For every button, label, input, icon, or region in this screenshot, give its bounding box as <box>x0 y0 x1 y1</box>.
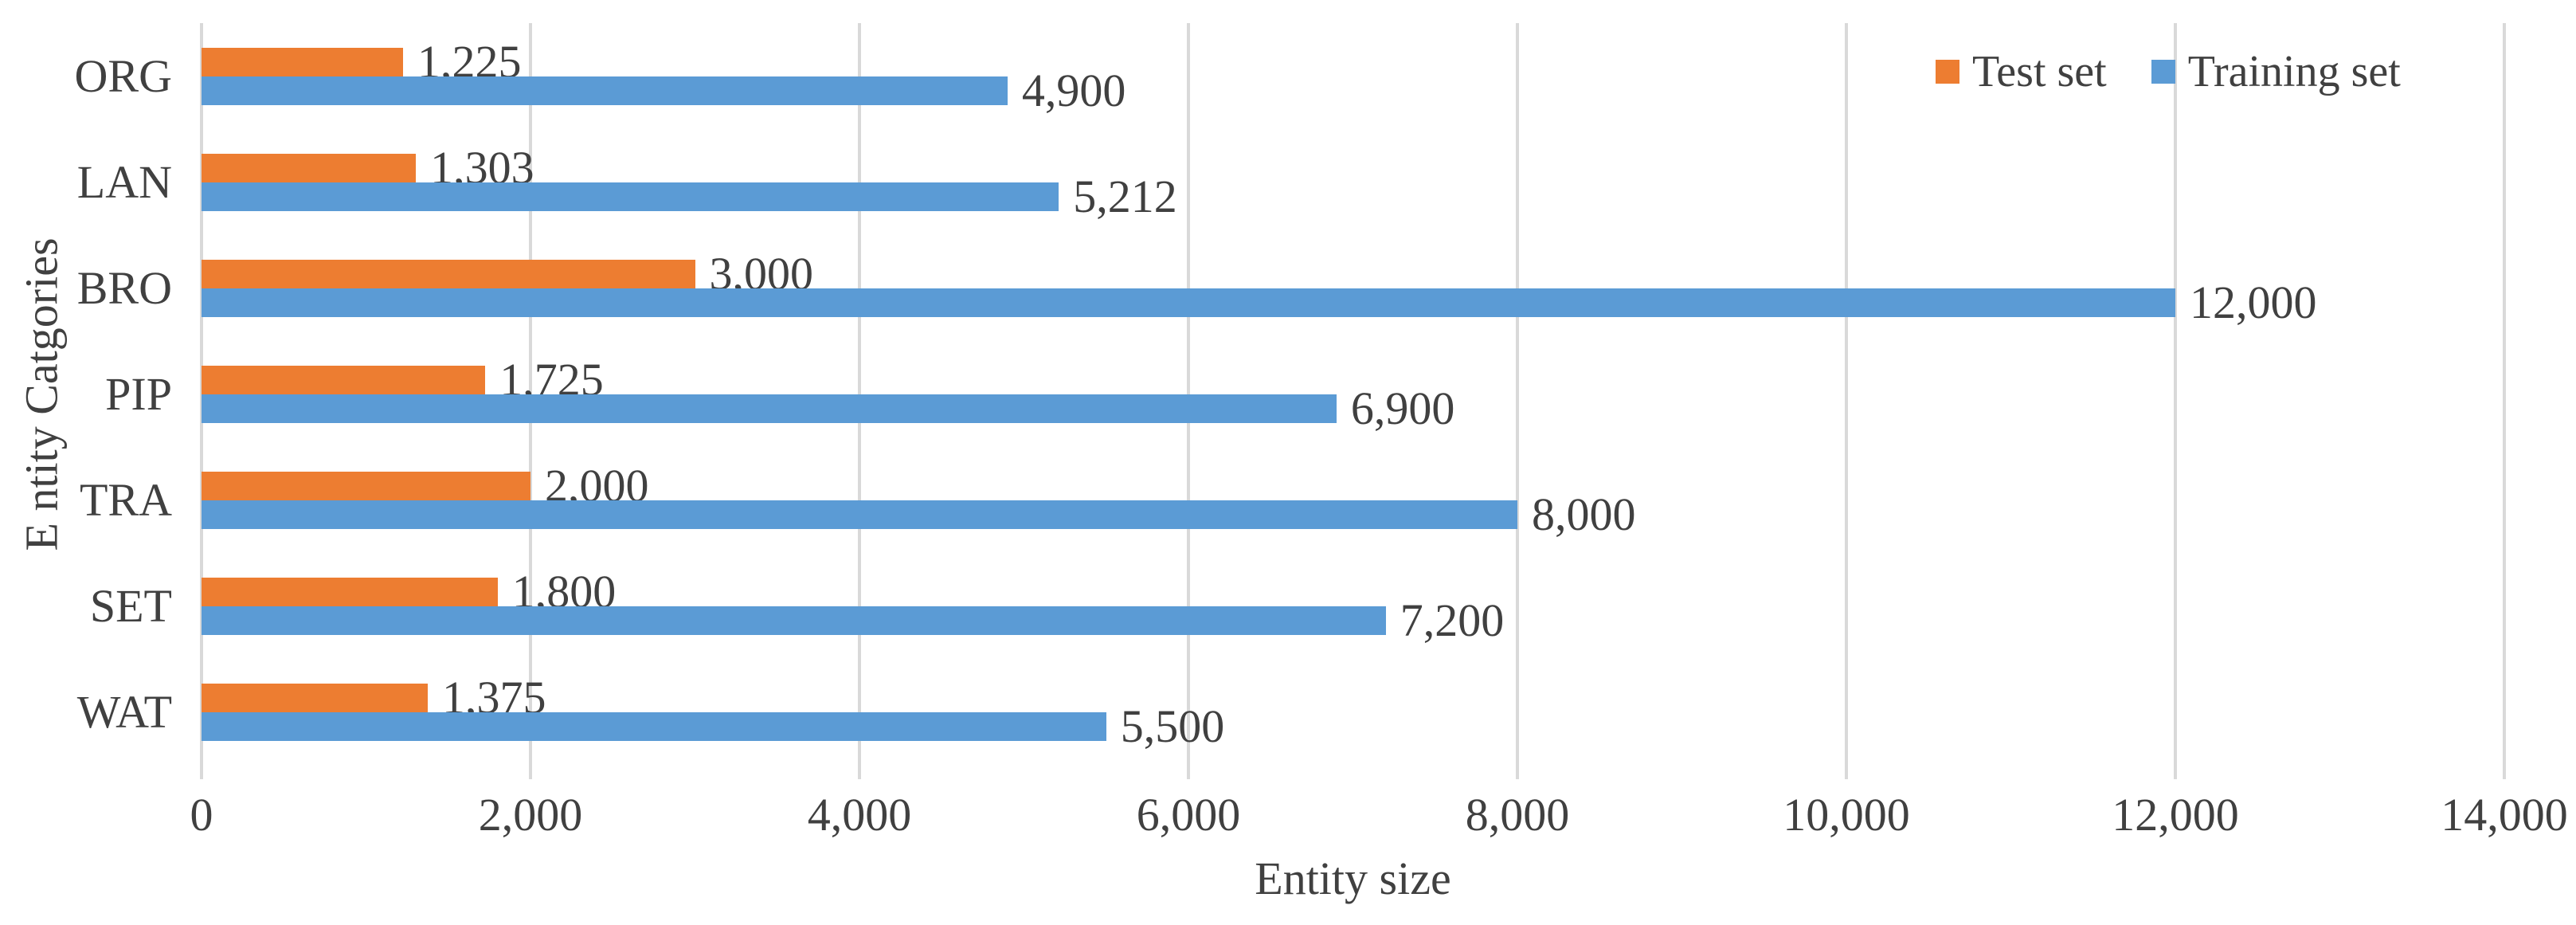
test-set-bar <box>202 259 695 288</box>
category-label: SET <box>89 579 172 632</box>
category-label: TRA <box>80 473 172 526</box>
category-label: LAN <box>76 155 172 208</box>
bar-value-label: 1,725 <box>499 353 604 406</box>
legend-item: Test set <box>1936 46 2107 97</box>
legend-swatch <box>2151 60 2175 84</box>
training-set-bar <box>202 182 1059 211</box>
x-tick-label: 10,000 <box>1783 789 1910 841</box>
legend: Test set Training set <box>1936 45 2401 99</box>
category-label: BRO <box>76 261 172 314</box>
category-label: PIP <box>105 367 172 420</box>
bar-value-label: 5,500 <box>1120 700 1225 752</box>
x-tick-label: 0 <box>190 789 213 841</box>
category-axis: ORG LAN BRO PIP TRA SET WAT <box>0 23 185 765</box>
bar-value-label: 1,375 <box>441 671 546 723</box>
gridline <box>1845 23 1848 779</box>
training-set-bar <box>202 288 2175 317</box>
test-set-bar <box>202 365 486 394</box>
x-axis-title: Entity size <box>1255 852 1451 904</box>
test-set-bar <box>202 47 403 76</box>
gridline <box>2503 23 2506 779</box>
bar-value-label: 5,212 <box>1073 170 1177 222</box>
plot-area: 1,225 4,900 1,303 5,212 3,000 12,000 1,725 6,90… <box>200 23 2506 779</box>
test-set-bar <box>202 471 530 500</box>
legend-label: Training set <box>2187 47 2401 96</box>
bar-value-label: 1,800 <box>511 565 617 617</box>
bar-value-label: 2,000 <box>545 459 649 511</box>
category-label: WAT <box>76 685 172 738</box>
bar-value-label: 1,303 <box>430 141 534 194</box>
x-tick-label: 4,000 <box>807 789 912 841</box>
bar-value-label: 12,000 <box>2190 276 2317 328</box>
test-set-bar <box>202 577 498 606</box>
training-set-bar <box>202 500 1517 529</box>
x-tick-label: 8,000 <box>1465 789 1570 841</box>
training-set-bar <box>202 711 1106 741</box>
category-label: ORG <box>74 49 172 102</box>
x-tick-label: 6,000 <box>1136 789 1241 841</box>
bar-value-label: 8,000 <box>1532 488 1636 540</box>
gridline <box>1516 23 1519 779</box>
training-set-bar <box>202 606 1386 635</box>
bar-value-label: 3,000 <box>709 247 814 300</box>
bar-value-label: 4,900 <box>1021 64 1126 116</box>
bar-value-label: 7,200 <box>1400 594 1505 646</box>
legend-swatch <box>1936 60 1959 84</box>
bar-value-label: 6,900 <box>1350 382 1455 434</box>
legend-label: Test set <box>1972 47 2107 96</box>
x-tick-label: 14,000 <box>2441 789 2568 841</box>
legend-item: Training set <box>2151 46 2401 97</box>
bar-value-label: 1,225 <box>417 35 522 88</box>
gridline <box>2174 23 2177 779</box>
test-set-bar <box>202 683 428 712</box>
training-set-bar <box>202 76 1008 105</box>
x-axis-ticks: 0 2,000 4,000 6,000 8,000 10,000 12,000 14,000 <box>190 789 2568 841</box>
test-set-bar <box>202 153 417 182</box>
training-set-bar <box>202 394 1337 423</box>
x-tick-label: 12,000 <box>2112 789 2239 841</box>
x-tick-label: 2,000 <box>478 789 583 841</box>
